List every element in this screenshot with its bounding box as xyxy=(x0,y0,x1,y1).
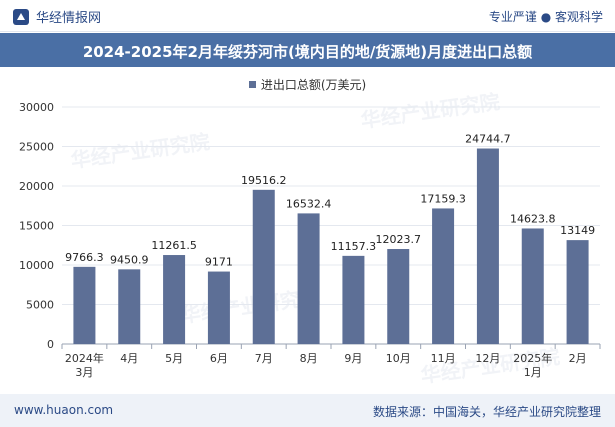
data-label: 9450.9 xyxy=(110,253,149,266)
legend-label: 进出口总额(万美元) xyxy=(260,78,367,92)
bar xyxy=(252,189,275,344)
y-tick-label: 30000 xyxy=(19,101,54,114)
brand-logo[interactable]: 华经情报网 xyxy=(12,7,101,26)
title-band: 2024-2025年2月年绥芬河市(境内目的地/货源地)月度进出口总额 xyxy=(0,33,615,67)
bar xyxy=(342,255,365,344)
bar-chart: 0 5000 10000 15000 20000 25000 30000 9766.3 2024… xyxy=(19,101,601,379)
x-tick-label: 9月 xyxy=(344,352,362,365)
bar xyxy=(476,148,499,344)
data-label: 16532.4 xyxy=(286,197,332,210)
data-label: 14623.8 xyxy=(510,212,556,225)
data-label: 9171 xyxy=(205,256,233,269)
x-tick-label: 8月 xyxy=(300,352,318,365)
y-tick-label: 20000 xyxy=(19,180,54,193)
top-bar: 华经情报网 专业严谨 ● 客观科学 xyxy=(0,0,615,32)
y-tick-label: 0 xyxy=(47,338,54,351)
bar xyxy=(297,213,320,344)
bar xyxy=(118,269,141,344)
bar xyxy=(73,266,96,344)
x-tick-label: 2024年 xyxy=(65,351,104,365)
x-tick-label: 3月 xyxy=(75,366,93,379)
bar xyxy=(163,255,186,344)
y-tick-label: 15000 xyxy=(19,220,54,233)
y-tick-label: 10000 xyxy=(19,259,54,272)
data-label: 12023.7 xyxy=(376,233,422,246)
bar xyxy=(566,240,589,344)
brand-name: 华经情报网 xyxy=(36,11,102,26)
x-tick-label: 12月 xyxy=(475,352,500,365)
data-label: 11157.3 xyxy=(331,240,377,253)
legend-swatch xyxy=(248,81,256,88)
x-tick-label: 11月 xyxy=(431,352,456,365)
data-label: 19516.2 xyxy=(241,174,287,187)
data-label: 17159.3 xyxy=(420,192,466,205)
bar xyxy=(207,271,230,344)
x-tick-label: 1月 xyxy=(524,366,542,379)
chart-title: 2024-2025年2月年绥芬河市(境内目的地/货源地)月度进出口总额 xyxy=(82,43,533,61)
footer: www.huaon.com 数据来源：中国海关，华经产业研究院整理 xyxy=(0,394,615,427)
x-tick-label: 4月 xyxy=(120,352,138,365)
x-tick-label: 6月 xyxy=(210,352,228,365)
y-tick-label: 5000 xyxy=(26,299,54,312)
x-tick-label: 5月 xyxy=(165,352,183,365)
tagline: 专业严谨 ● 客观科学 xyxy=(488,10,603,24)
x-tick-label: 2025年 xyxy=(513,351,552,365)
y-tick-label: 25000 xyxy=(19,141,54,154)
x-tick-label: 7月 xyxy=(255,352,273,365)
chart-legend: 进出口总额(万美元) xyxy=(0,76,615,93)
footer-source: 数据来源：中国海关，华经产业研究院整理 xyxy=(372,405,601,419)
logo-icon xyxy=(13,8,29,25)
data-label: 9766.3 xyxy=(65,251,104,264)
data-label: 24744.7 xyxy=(465,133,511,146)
bar xyxy=(432,208,455,344)
footer-website[interactable]: www.huaon.com xyxy=(14,403,114,417)
data-label: 13149 xyxy=(560,224,595,237)
data-label: 11261.5 xyxy=(151,239,197,252)
bar xyxy=(521,228,544,344)
x-tick-label: 10月 xyxy=(386,352,411,365)
x-tick-label: 2月 xyxy=(569,352,587,365)
bar xyxy=(387,249,410,344)
